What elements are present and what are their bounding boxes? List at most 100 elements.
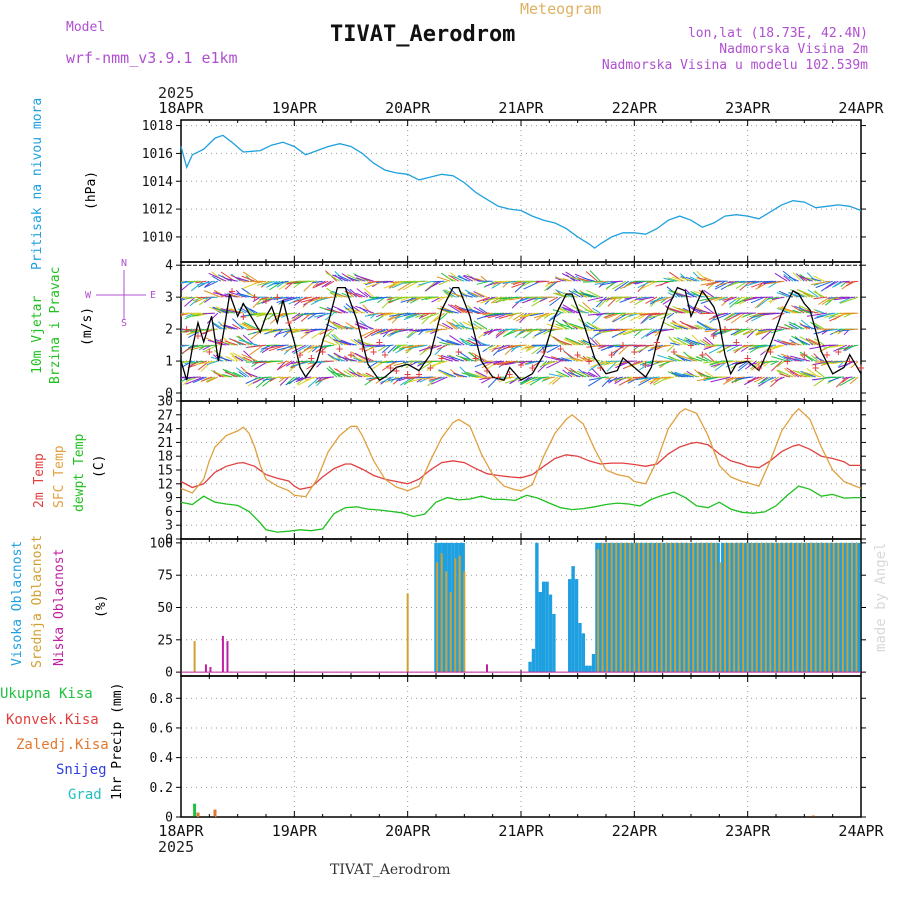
chart-subtitle: Meteogram [520,0,602,18]
high-cloud-bar [684,542,689,673]
wind-arrow [324,280,335,288]
wind-arrow [418,360,434,371]
mid-cloud-bar [449,591,452,673]
wind-arrow [331,357,346,362]
x-label-top: 24APR [838,99,884,117]
wind-arrow [220,308,241,314]
wind-arrow [338,340,357,346]
y-tick-label: 30 [157,395,173,410]
wind-arrow [781,340,796,346]
wind-arrow [429,376,445,383]
wind-arrow [582,339,595,346]
wind-arrow [458,307,473,314]
wind-arrow [257,280,272,286]
wind-arrow [238,371,247,378]
wind-arrow [245,371,258,378]
wind-arrow [813,275,825,282]
wind-arrow [462,275,474,282]
wind-gust-marker: + [194,328,201,342]
wind-arrow [577,292,587,298]
high-cloud-bar [852,542,856,673]
sfc-temp-line [180,407,862,498]
wind-arrow [450,322,462,330]
wind-arrow [344,325,354,330]
wind-arrow [532,296,542,303]
high-cloud-bar [734,542,739,673]
wind-arrow [441,357,454,362]
mid-cloud-bar [705,542,708,673]
wind-arrow [829,328,842,336]
wind-arrow [589,336,598,346]
wind-arrow [197,280,216,286]
wind-arrow [206,376,219,383]
wind-arrow [687,292,706,298]
wind-arrow [825,376,845,379]
y-tick-label: 24 [157,422,173,437]
wind-arrow [463,274,482,282]
high-cloud-bar [447,542,452,673]
wind-gust-marker: + [540,344,547,358]
mid-cloud-bar [855,542,858,673]
wind-arrow [590,360,607,368]
high-cloud-bar [811,542,816,673]
wind-arrow [592,307,601,314]
wind-arrow [543,376,556,380]
wind-arrow [535,280,550,283]
wind-arrow [414,312,437,315]
wind-arrow [445,276,456,282]
wind-gust-marker: + [262,293,269,307]
wind-arrow [604,312,626,315]
wind-arrow [208,272,227,282]
wind-arrow [224,369,241,378]
wind-arrow [794,305,813,314]
wind-arrow [827,328,839,332]
wind-arrow [224,324,238,330]
wind-arrow [381,344,392,354]
wind-arrow [455,324,473,330]
wind-arrow [554,277,564,282]
wind-arrow [811,280,830,285]
wind-gust-marker: + [472,351,479,365]
wind-arrow [332,274,349,282]
wind-arrow [518,360,533,363]
mid-cloud-bar [440,553,443,673]
x-label-bottom: 21APR [498,822,544,840]
wind-arrow [300,328,315,339]
x-label-top: 20APR [385,99,431,117]
wind-arrow [331,334,343,346]
mid-cloud-bar [832,542,835,673]
wind-arrow [772,312,785,320]
wind-arrow [408,344,428,350]
wind-arrow [224,340,238,346]
mid-cloud-bar [628,542,631,673]
wind-arrow [274,280,289,285]
y-tick-label: 1014 [142,175,173,190]
wind-arrow [347,307,366,314]
model-elevation-text: Nadmorska Visina u modelu 102.539m [601,58,868,73]
wind-arrow [285,376,301,386]
wind-arrow [572,290,592,298]
wind-arrow [437,323,451,330]
wind-arrow [224,277,238,282]
wind-arrow [626,344,643,347]
wind-arrow [343,370,355,378]
high-cloud-bar [775,542,779,673]
high-cloud-bar [802,542,807,673]
wind-arrow [667,371,680,378]
wind-arrow [486,344,496,350]
high-cloud-bar [689,542,693,673]
wind-arrow [802,371,822,378]
wind-arrow [582,301,596,314]
wind-arrow [276,360,292,371]
y-tick-label: 25 [157,633,173,648]
precip-bar [811,815,815,817]
x-label-top: 23APR [725,99,771,117]
wind-arrow [790,355,811,362]
wind-arrow [677,354,697,362]
wind-arrow [722,296,734,301]
wind-arrow [268,344,286,352]
mid-cloud-bar [445,571,448,673]
high-cloud-bar [595,542,599,673]
wind-arrow [708,344,726,354]
wind-arrow [790,341,802,346]
